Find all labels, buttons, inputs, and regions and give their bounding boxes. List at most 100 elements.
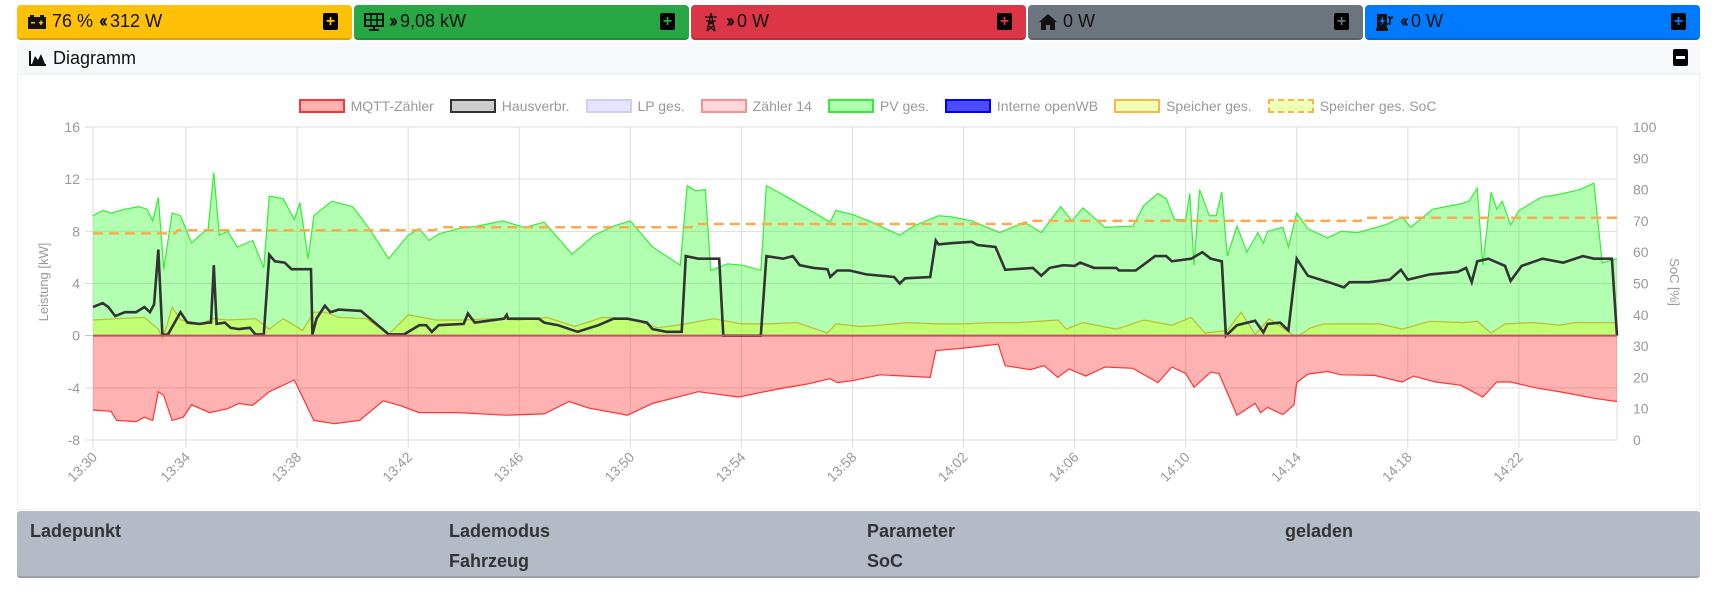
x-tick-label: 13:30: [64, 449, 100, 485]
charging-power: 0 W: [1411, 11, 1444, 31]
legend-label: Speicher ges. SoC: [1319, 98, 1437, 114]
y-tick-label: 4: [72, 276, 80, 292]
battery-icon: [28, 14, 46, 29]
home-icon: [1039, 13, 1057, 30]
y-axis-label: Leistung [kW]: [36, 243, 51, 322]
y-tick-label: 12: [64, 171, 80, 187]
solar-panel-icon: [364, 12, 384, 31]
y2-axis-label: SoC [%]: [1667, 258, 1682, 306]
power-tower-icon: [705, 12, 717, 31]
battery-power: 312 W: [110, 11, 163, 31]
charging-station-icon: [1376, 13, 1393, 31]
y2-tick-label: 10: [1633, 401, 1649, 417]
legend-label: Zähler 14: [752, 98, 812, 114]
legend-item[interactable]: Interne openWB: [944, 98, 1099, 114]
y2-tick-label: 100: [1633, 119, 1657, 135]
grid-tile[interactable]: ›› 0 W +: [691, 5, 1026, 40]
legend-label: PV ges.: [879, 98, 929, 114]
legend-item[interactable]: Speicher ges. SoC: [1267, 98, 1437, 114]
col-fahrzeug: Fahrzeug: [449, 551, 530, 571]
legend-label: Interne openWB: [996, 98, 1099, 114]
y2-tick-label: 0: [1633, 432, 1641, 448]
col-parameter: Parameter: [867, 521, 956, 541]
legend-label: Speicher ges.: [1166, 98, 1252, 114]
charging-tile[interactable]: ‹‹ 0 W +: [1365, 5, 1700, 40]
expand-charging-button[interactable]: +: [1671, 13, 1686, 30]
legend-item[interactable]: LP ges.: [585, 98, 685, 114]
col-geladen: geladen: [1285, 521, 1354, 541]
area-chart-icon: [29, 51, 46, 66]
expand-battery-button[interactable]: +: [323, 13, 338, 30]
x-tick-label: 13:50: [601, 449, 637, 485]
chevrons-right-icon: ››: [726, 11, 735, 31]
col-lademodus: Lademodus: [449, 521, 551, 541]
x-tick-label: 13:42: [379, 449, 415, 485]
collapse-diagram-button[interactable]: [1673, 49, 1688, 66]
legend-swatch: [944, 99, 991, 113]
x-tick-label: 14:10: [1157, 449, 1193, 485]
house-power: 0 W: [1063, 11, 1096, 31]
chevrons-left-icon: ‹‹: [99, 11, 108, 31]
legend-swatch: [700, 99, 747, 113]
x-tick-label: 13:54: [712, 449, 748, 485]
series-line-mqtt-z-hler: [92, 343, 1618, 425]
legend-item[interactable]: Speicher ges.: [1114, 98, 1252, 114]
series-area-pv-ges-: [93, 172, 1617, 336]
y2-tick-label: 20: [1633, 369, 1649, 385]
legend-item[interactable]: PV ges.: [827, 98, 929, 114]
x-tick-label: 14:14: [1268, 449, 1304, 485]
legend-swatch: [449, 99, 496, 113]
legend-swatch: [585, 99, 632, 113]
legend-label: Hausverbr.: [501, 98, 570, 114]
series-line-pv-ges-: [92, 172, 1618, 272]
legend-label: LP ges.: [637, 98, 685, 114]
series-area-speicher-ges-: [93, 307, 1617, 339]
legend-item[interactable]: Zähler 14: [700, 98, 812, 114]
y2-tick-label: 60: [1633, 244, 1649, 260]
legend-item[interactable]: MQTT-Zähler: [298, 98, 434, 114]
y2-tick-label: 90: [1633, 150, 1649, 166]
legend-item[interactable]: Hausverbr.: [449, 98, 570, 114]
series-line-speicher-ges-soc: [93, 216, 1617, 235]
minus-square-icon: [1676, 56, 1685, 59]
y-tick-label: -4: [68, 380, 81, 396]
grid-power: 0 W: [737, 11, 770, 31]
diagram-header[interactable]: Diagramm: [17, 42, 1700, 74]
pv-power: 9,08 kW: [400, 11, 467, 31]
expand-pv-button[interactable]: +: [660, 13, 675, 30]
x-tick-label: 14:06: [1046, 449, 1082, 485]
legend-swatch: [298, 99, 345, 113]
y-tick-label: 0: [72, 328, 80, 344]
x-tick-label: 13:58: [823, 449, 859, 485]
y2-tick-label: 50: [1633, 276, 1649, 292]
x-tick-label: 13:38: [268, 449, 304, 485]
battery-soc: 76 %: [52, 11, 94, 31]
pv-tile[interactable]: ›› 9,08 kW +: [354, 5, 689, 40]
expand-house-button[interactable]: +: [1334, 13, 1349, 30]
x-tick-label: 14:22: [1490, 449, 1526, 485]
legend-label: MQTT-Zähler: [350, 98, 434, 114]
series-line-speicher-ges-: [92, 305, 1617, 340]
chart-legend: MQTT-Zähler Hausverbr. LP ges. Zähler 14 PV …: [0, 98, 1721, 114]
col-soc: SoC: [867, 551, 903, 571]
y-tick-label: 16: [64, 119, 80, 135]
status-bar: 76 % ‹‹ 312 W + ›› 9,08 kW + ›› 0 W + 0 …: [17, 5, 1700, 40]
legend-swatch: [1114, 99, 1161, 113]
series-line-hausverbr-: [92, 237, 1619, 339]
y2-tick-label: 70: [1633, 213, 1649, 229]
expand-grid-button[interactable]: +: [997, 13, 1012, 30]
x-tick-label: 14:02: [935, 449, 971, 485]
chart-series: [92, 172, 1619, 425]
y2-tick-label: 40: [1633, 307, 1649, 323]
x-tick-label: 13:46: [490, 449, 526, 485]
x-tick-label: 13:34: [157, 449, 193, 485]
chevrons-right-icon: ››: [389, 11, 398, 31]
y2-tick-label: 30: [1633, 338, 1649, 354]
legend-swatch: [827, 99, 874, 113]
legend-swatch: [1267, 99, 1314, 113]
chargepoint-table-header: Ladepunkt Lademodus Parameter geladen Fa…: [17, 511, 1700, 578]
house-tile[interactable]: 0 W +: [1028, 5, 1363, 40]
y-tick-label: 8: [72, 223, 80, 239]
battery-tile[interactable]: 76 % ‹‹ 312 W +: [17, 5, 352, 40]
y-tick-label: -8: [68, 432, 81, 448]
